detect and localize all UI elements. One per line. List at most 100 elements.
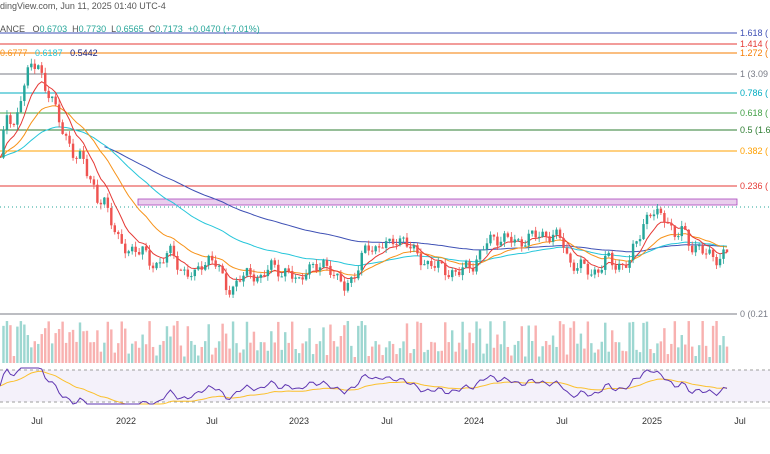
candle-body [92, 179, 96, 185]
volume-bar [576, 343, 579, 363]
volume-bar [169, 336, 172, 363]
candle-body [704, 253, 708, 255]
volume-bar [130, 343, 134, 363]
candle-body [377, 246, 381, 248]
candle-body [37, 65, 40, 69]
candle-body [562, 237, 565, 248]
volume-bar [263, 342, 266, 363]
candle-body [565, 247, 569, 254]
candle-body [304, 274, 308, 280]
volume-bar [2, 325, 5, 363]
volume-bar [343, 325, 346, 363]
candle-body [61, 122, 64, 134]
candle-body [19, 101, 23, 113]
candle-body [534, 230, 537, 238]
volume-bar [40, 334, 43, 363]
volume-bar [593, 352, 597, 363]
candle-body [416, 245, 419, 254]
candle-body [162, 262, 165, 264]
fib-label-0.236: 0.236 ( [740, 181, 768, 191]
candle-body [391, 238, 395, 245]
ema-slow-line [0, 126, 728, 267]
candle-body [659, 208, 663, 214]
candle-body [204, 264, 207, 270]
candle-body [290, 271, 294, 279]
volume-bar [659, 341, 663, 363]
candle-body [555, 229, 558, 235]
candle-body [412, 245, 416, 249]
volume-bar [141, 334, 144, 363]
change-value: +0.0470 (+7.01%) [187, 24, 260, 34]
candle-body [631, 243, 635, 261]
volume-bar [670, 343, 673, 363]
volume-bar [308, 328, 311, 363]
close-label: C [148, 24, 156, 34]
candle-body [409, 246, 412, 249]
fib-label-1.414: 1.414 ( [740, 39, 768, 49]
candle-body [82, 151, 85, 159]
volume-bar [704, 345, 708, 363]
candle-body [231, 286, 235, 295]
candle-body [624, 264, 628, 268]
volume-bar [190, 341, 193, 363]
candle-body [266, 269, 270, 277]
candle-body [725, 249, 729, 253]
volume-bar [315, 343, 318, 363]
volume-bar [364, 325, 367, 363]
volume-bar [124, 328, 127, 363]
volume-bar [12, 356, 16, 363]
volume-bar [217, 341, 221, 363]
candle-body [430, 261, 433, 267]
low-value: 0.6565 [116, 24, 144, 34]
volume-bar [485, 343, 489, 363]
ema-fast-line [0, 81, 728, 281]
fib-label-1.272: 1.272 ( [740, 48, 768, 58]
candle-body [520, 239, 523, 247]
candle-body [499, 241, 503, 246]
candle-body [537, 236, 541, 238]
volume-bar [569, 327, 572, 363]
volume-bar [75, 341, 78, 363]
candle-body [426, 261, 430, 265]
fib-label-0: 0 (0.21 [740, 309, 768, 319]
candle-body [117, 232, 120, 235]
volume-bar [534, 325, 537, 363]
candle-body [694, 245, 697, 253]
volume-bar [19, 321, 23, 363]
volume-bar [524, 356, 527, 363]
candle-body [322, 260, 325, 268]
volume-bar [57, 328, 61, 363]
candle-body [548, 236, 551, 242]
volume-bar [259, 342, 263, 363]
volume-bar [193, 344, 197, 363]
chart-header: dingView.com, Jun 11, 2025 01:40 UTC-4 [0, 1, 166, 11]
candle-body [569, 253, 572, 263]
candle-body [311, 263, 315, 265]
volume-bar [183, 356, 186, 363]
candle-body [715, 256, 718, 266]
volume-bar [377, 344, 381, 363]
volume-bar [663, 328, 666, 363]
candle-body [315, 263, 318, 271]
candle-body [120, 234, 123, 244]
volume-bar [204, 341, 207, 363]
candle-body [454, 270, 457, 272]
candle-body [284, 268, 287, 277]
volume-bar [301, 343, 304, 363]
candle-body [697, 245, 701, 247]
candle-body [478, 250, 482, 260]
candle-body [5, 115, 9, 130]
volume-bar [544, 341, 548, 363]
candle-body [33, 63, 36, 69]
open-label: O [32, 24, 40, 34]
candle-body [600, 269, 603, 273]
x-tick-label: Jul [31, 416, 43, 426]
volume-bar [68, 332, 71, 363]
volume-bar [207, 324, 210, 363]
x-tick-label: 2023 [289, 416, 309, 426]
ma-value-3: 0.5442 [70, 48, 98, 58]
candle-body [259, 274, 263, 278]
candle-body [85, 158, 89, 177]
candle-body [395, 244, 398, 246]
